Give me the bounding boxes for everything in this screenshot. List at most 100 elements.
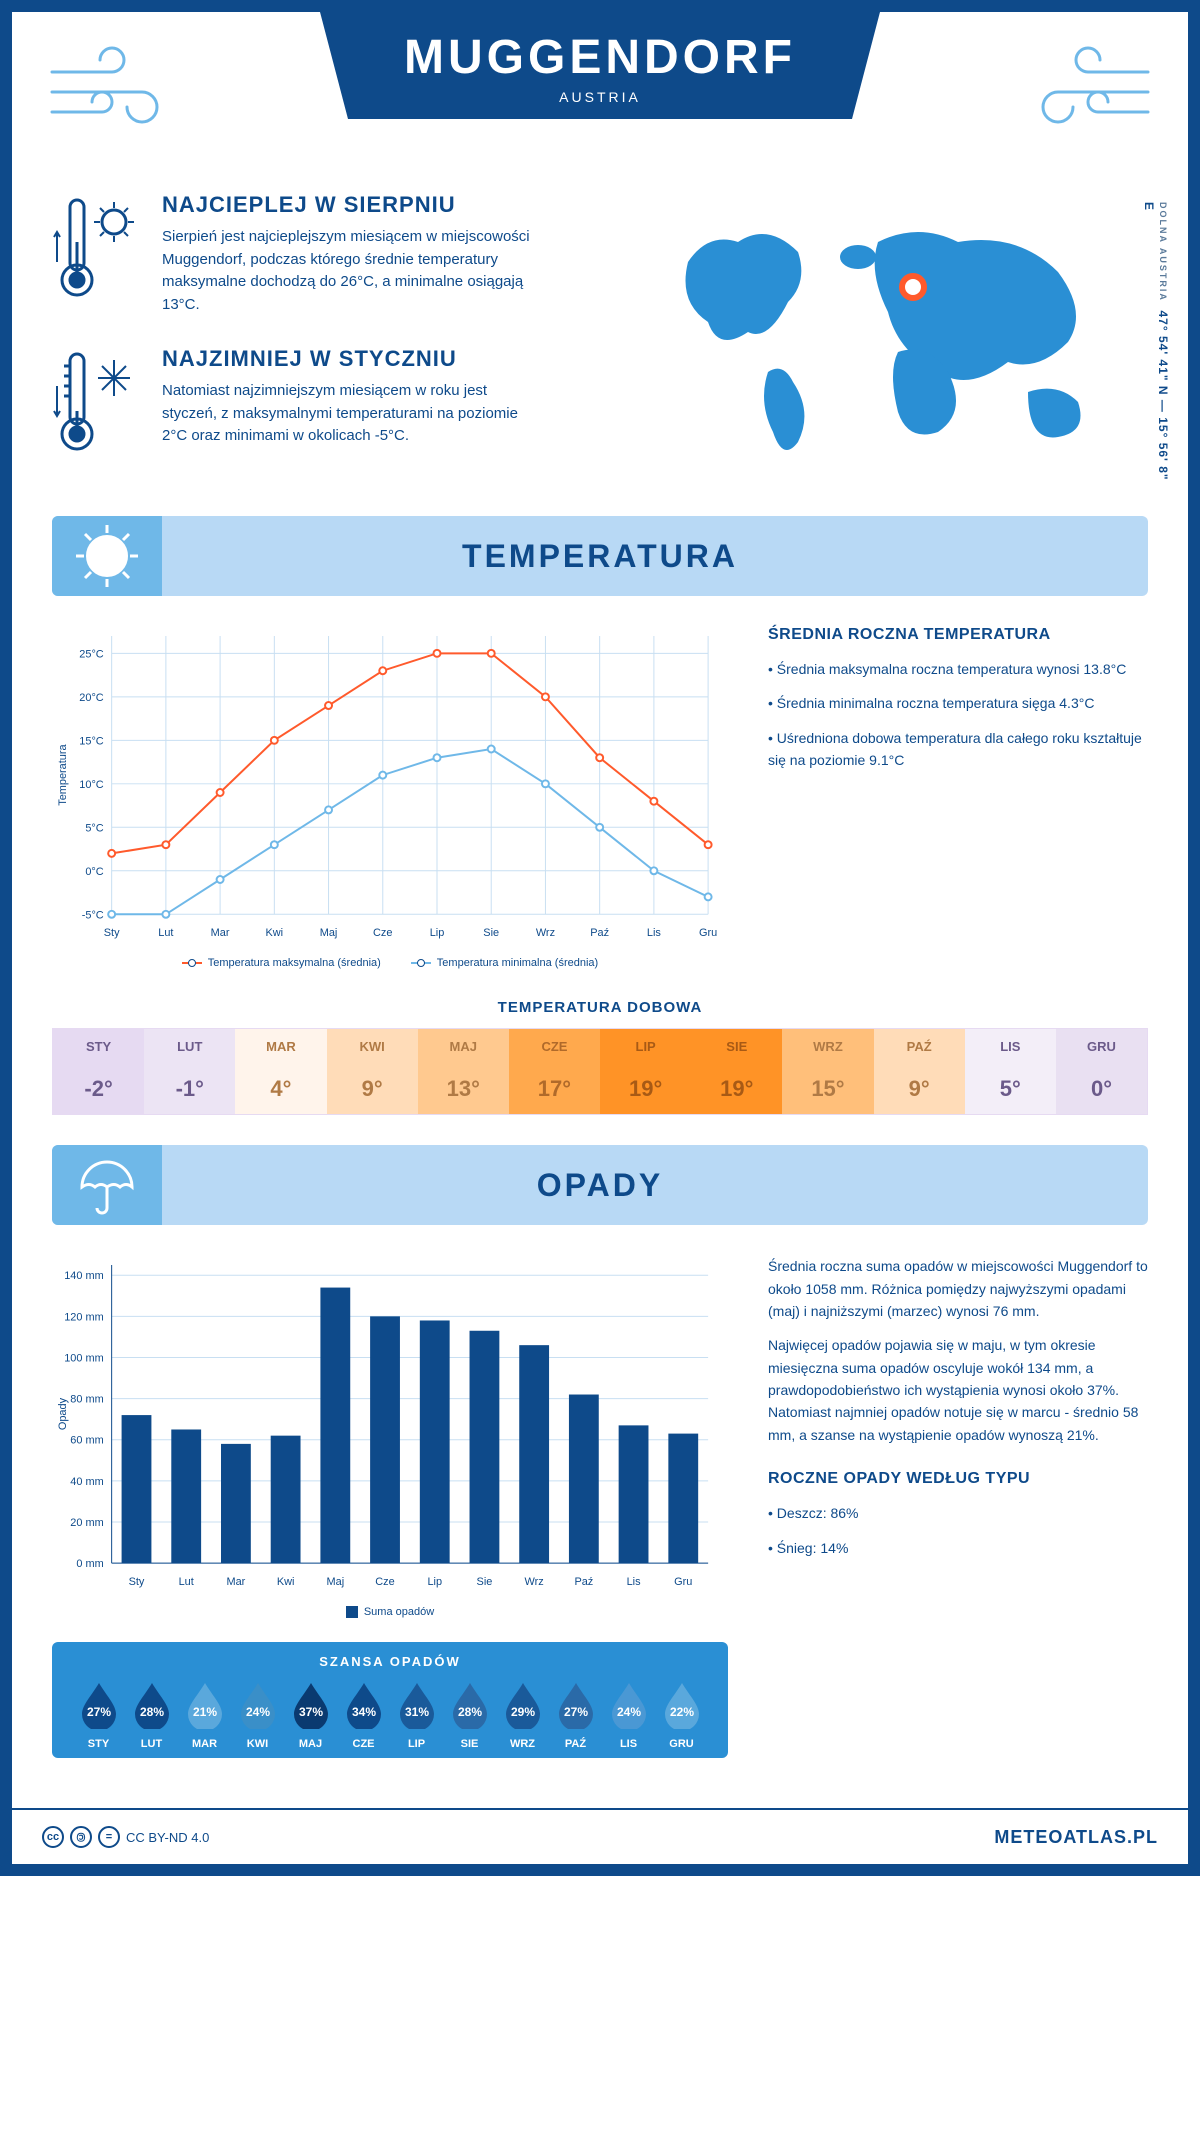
precip-chance-drop: 28%LUT: [125, 1679, 178, 1750]
svg-text:27%: 27%: [563, 1705, 587, 1719]
precip-chance-drop: 34%CZE: [337, 1679, 390, 1750]
daily-temp-table: STY-2°LUT-1°MAR4°KWI9°MAJ13°CZE17°LIP19°…: [52, 1028, 1148, 1115]
thermometer-snow-icon: [52, 346, 142, 456]
svg-text:24%: 24%: [245, 1705, 269, 1719]
svg-text:140 mm: 140 mm: [64, 1270, 103, 1282]
temperature-legend: Temperatura maksymalna (średnia) Tempera…: [52, 957, 728, 969]
daily-temp-cell: LIP19°: [600, 1029, 691, 1114]
svg-text:Lip: Lip: [430, 927, 445, 939]
coldest-body: Natomiast najzimniejszym miesiącem w rok…: [162, 380, 542, 448]
avg-temp-bullet: • Uśredniona dobowa temperatura dla całe…: [768, 727, 1148, 772]
svg-text:29%: 29%: [510, 1705, 534, 1719]
temperature-line-chart: -5°C0°C5°C10°C15°C20°C25°CStyLutMarKwiMa…: [52, 626, 728, 944]
svg-text:Opady: Opady: [57, 1398, 69, 1431]
svg-text:20 mm: 20 mm: [70, 1517, 103, 1529]
precipitation-section-header: OPADY: [52, 1145, 1148, 1225]
svg-text:21%: 21%: [192, 1705, 216, 1719]
location-country: AUSTRIA: [320, 89, 880, 105]
svg-text:Sie: Sie: [483, 927, 499, 939]
svg-text:28%: 28%: [457, 1705, 481, 1719]
coldest-title: NAJZIMNIEJ W STYCZNIU: [162, 346, 542, 372]
svg-text:Cze: Cze: [375, 1576, 394, 1588]
sun-icon: [72, 521, 142, 591]
precipitation-legend: Suma opadów: [52, 1606, 728, 1618]
precipitation-bar-chart: 0 mm 20 mm 40 mm 60 mm 80 mm 100 mm 120 mm 140 …: [52, 1255, 728, 1593]
precip-para: Najwięcej opadów pojawia się w maju, w t…: [768, 1334, 1148, 1446]
daily-temp-cell: GRU0°: [1056, 1029, 1147, 1114]
brand: METEOATLAS.PL: [994, 1827, 1158, 1848]
precip-chance-drop: 31%LIP: [390, 1679, 443, 1750]
svg-text:15°C: 15°C: [79, 735, 104, 747]
daily-temp-cell: SIE19°: [691, 1029, 782, 1114]
license: cc🄯= CC BY-ND 4.0: [42, 1826, 209, 1848]
svg-text:Lis: Lis: [627, 1576, 642, 1588]
precip-para: Średnia roczna suma opadów w miejscowośc…: [768, 1255, 1148, 1322]
precip-by-type: • Deszcz: 86%: [768, 1502, 1148, 1524]
svg-text:Lis: Lis: [647, 927, 662, 939]
svg-text:60 mm: 60 mm: [70, 1435, 103, 1447]
temperature-title: TEMPERATURA: [462, 538, 738, 575]
daily-temp-cell: LUT-1°: [144, 1029, 235, 1114]
svg-text:40 mm: 40 mm: [70, 1476, 103, 1488]
svg-text:34%: 34%: [351, 1705, 375, 1719]
svg-text:Temperatura: Temperatura: [57, 744, 69, 806]
svg-text:Sty: Sty: [104, 927, 120, 939]
svg-text:10°C: 10°C: [79, 779, 104, 791]
precip-by-type-title: ROCZNE OPADY WEDŁUG TYPU: [768, 1470, 1148, 1488]
location-title: MUGGENDORF: [320, 30, 880, 85]
thermometer-sun-icon: [52, 192, 142, 302]
avg-temp-bullet: • Średnia maksymalna roczna temperatura …: [768, 658, 1148, 680]
svg-text:Lip: Lip: [427, 1576, 442, 1588]
svg-text:Lut: Lut: [158, 927, 173, 939]
svg-text:Sie: Sie: [477, 1576, 493, 1588]
warmest-title: NAJCIEPLEJ W SIERPNIU: [162, 192, 542, 218]
precip-chance-drop: 29%WRZ: [496, 1679, 549, 1750]
precip-chance-drop: 27%STY: [72, 1679, 125, 1750]
svg-text:25°C: 25°C: [79, 648, 104, 660]
svg-text:31%: 31%: [404, 1705, 428, 1719]
svg-text:Wrz: Wrz: [525, 1576, 544, 1588]
precip-chance-drop: 24%LIS: [602, 1679, 655, 1750]
precip-chance-drop: 24%KWI: [231, 1679, 284, 1750]
daily-temp-cell: WRZ15°: [782, 1029, 873, 1114]
svg-text:80 mm: 80 mm: [70, 1394, 103, 1406]
avg-temp-title: ŚREDNIA ROCZNA TEMPERATURA: [768, 626, 1148, 644]
svg-text:-5°C: -5°C: [82, 909, 104, 921]
svg-text:100 mm: 100 mm: [64, 1353, 103, 1365]
coldest-fact: NAJZIMNIEJ W STYCZNIU Natomiast najzimni…: [52, 346, 618, 456]
svg-text:Wrz: Wrz: [536, 927, 555, 939]
svg-text:20°C: 20°C: [79, 692, 104, 704]
svg-text:120 mm: 120 mm: [64, 1311, 103, 1323]
daily-temp-cell: CZE17°: [509, 1029, 600, 1114]
temperature-section-header: TEMPERATURA: [52, 516, 1148, 596]
svg-text:Sty: Sty: [129, 1576, 145, 1588]
svg-text:Gru: Gru: [674, 1576, 692, 1588]
daily-temp-cell: PAŹ9°: [874, 1029, 965, 1114]
svg-text:24%: 24%: [616, 1705, 640, 1719]
precip-chance-drop: 27%PAŹ: [549, 1679, 602, 1750]
svg-text:Mar: Mar: [211, 927, 230, 939]
svg-text:0 mm: 0 mm: [76, 1558, 103, 1570]
svg-text:5°C: 5°C: [85, 822, 103, 834]
svg-text:Lut: Lut: [179, 1576, 194, 1588]
svg-text:Paź: Paź: [574, 1576, 593, 1588]
warmest-fact: NAJCIEPLEJ W SIERPNIU Sierpień jest najc…: [52, 192, 618, 316]
svg-text:Maj: Maj: [320, 927, 338, 939]
svg-text:0°C: 0°C: [85, 866, 103, 878]
svg-text:Paź: Paź: [590, 927, 609, 939]
svg-text:Maj: Maj: [327, 1576, 345, 1588]
footer: cc🄯= CC BY-ND 4.0 METEOATLAS.PL: [12, 1808, 1188, 1864]
header: MUGGENDORF AUSTRIA: [12, 12, 1188, 192]
precip-by-type: • Śnieg: 14%: [768, 1537, 1148, 1559]
svg-text:Cze: Cze: [373, 927, 392, 939]
daily-temp-cell: MAR4°: [235, 1029, 326, 1114]
svg-text:37%: 37%: [298, 1705, 322, 1719]
wind-icon: [42, 42, 182, 142]
title-banner: MUGGENDORF AUSTRIA: [320, 12, 880, 119]
chance-title: SZANSA OPADÓW: [72, 1654, 708, 1669]
umbrella-icon: [72, 1150, 142, 1220]
daily-temp-cell: KWI9°: [327, 1029, 418, 1114]
precipitation-title: OPADY: [537, 1167, 663, 1204]
svg-text:22%: 22%: [669, 1705, 693, 1719]
daily-temp-title: TEMPERATURA DOBOWA: [52, 999, 1148, 1016]
